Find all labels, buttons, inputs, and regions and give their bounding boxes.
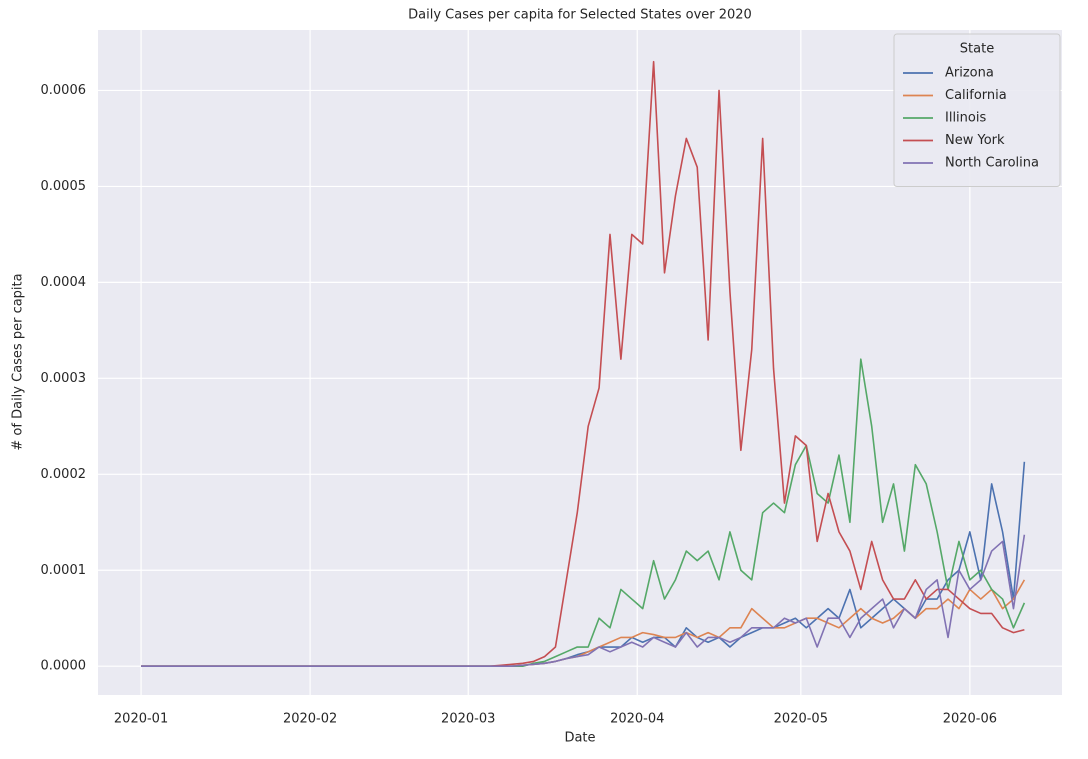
x-tick-label: 2020-06 [943, 712, 997, 727]
series-line [141, 358, 1026, 668]
series-line [141, 60, 1025, 668]
y-tick-label: 0.0002 [41, 467, 87, 482]
y-tick-label: 0.0006 [41, 83, 87, 98]
grid [98, 30, 1062, 695]
y-tick-label: 0.0004 [41, 275, 87, 290]
legend-label: North Carolina [945, 156, 1039, 171]
legend-label: Arizona [945, 66, 994, 81]
y-axis-label: # of Daily Cases per capita [11, 273, 26, 450]
legend-box [893, 33, 1061, 187]
y-tick-label: 0.0000 [41, 659, 87, 674]
x-tick-label: 2020-03 [441, 712, 495, 727]
legend-label: Illinois [945, 111, 986, 126]
x-tick-label: 2020-05 [774, 712, 828, 727]
y-tick-label: 0.0003 [41, 371, 87, 386]
chart-title: Daily Cases per capita for Selected Stat… [408, 8, 752, 23]
series-line [141, 534, 1026, 668]
y-tick-label: 0.0001 [41, 563, 87, 578]
legend-label: New York [945, 133, 1005, 148]
lines [141, 60, 1026, 668]
y-tick-label: 0.0005 [41, 179, 87, 194]
x-axis-label: Date [564, 731, 595, 746]
legend-title: State [960, 42, 994, 57]
x-tick-label: 2020-01 [114, 712, 168, 727]
x-tick-label: 2020-02 [283, 712, 337, 727]
x-tick-label: 2020-04 [610, 712, 664, 727]
legend: State Arizona California Illinois New York No… [893, 33, 1061, 187]
legend-label: California [945, 88, 1007, 103]
